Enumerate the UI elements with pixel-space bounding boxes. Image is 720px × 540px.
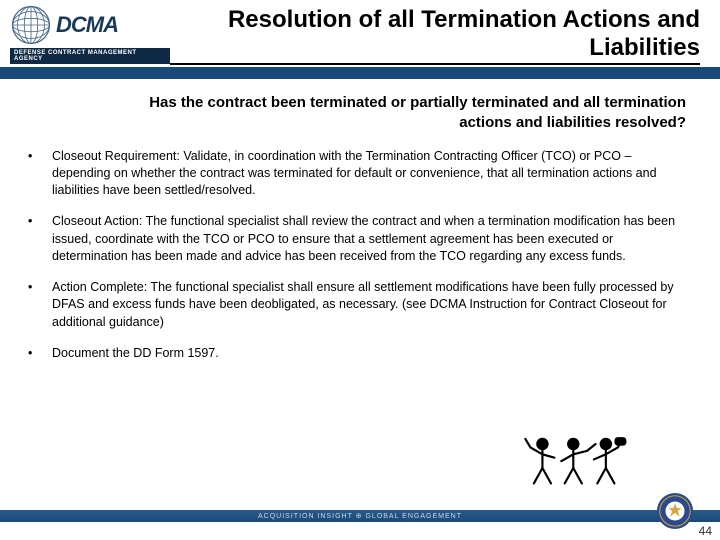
bullet-text: Document the DD Form 1597. [52, 345, 688, 362]
bullet-text: Closeout Requirement: Validate, in coord… [52, 148, 688, 200]
logo: DCMA [10, 4, 170, 46]
header: DCMA DEFENSE CONTRACT MANAGEMENT AGENCY … [0, 0, 720, 65]
bullet-icon: • [24, 148, 52, 200]
list-item: • Closeout Requirement: Validate, in coo… [24, 148, 688, 200]
list-item: • Closeout Action: The functional specia… [24, 213, 688, 265]
bullet-text: Action Complete: The functional speciali… [52, 279, 688, 331]
content-area: • Closeout Requirement: Validate, in coo… [0, 144, 720, 363]
bullet-icon: • [24, 279, 52, 331]
stick-figures-icon [520, 432, 630, 492]
title-area: Resolution of all Termination Actions an… [170, 4, 700, 65]
bullet-text: Closeout Action: The functional speciali… [52, 213, 688, 265]
bullet-icon: • [24, 345, 52, 362]
globe-icon [10, 4, 52, 46]
page-number: 44 [699, 524, 712, 538]
logo-area: DCMA DEFENSE CONTRACT MANAGEMENT AGENCY [10, 4, 170, 64]
agency-name: DEFENSE CONTRACT MANAGEMENT AGENCY [10, 48, 170, 64]
footer-text: ACQUISITION INSIGHT ⊕ GLOBAL ENGAGEMENT [0, 512, 720, 520]
list-item: • Document the DD Form 1597. [24, 345, 688, 362]
bullet-icon: • [24, 213, 52, 265]
bullet-list: • Closeout Requirement: Validate, in coo… [24, 148, 688, 363]
slide-title: Resolution of all Termination Actions an… [170, 6, 700, 65]
logo-text: DCMA [56, 12, 118, 38]
subtitle: Has the contract been terminated or part… [0, 79, 720, 144]
header-divider [0, 67, 720, 79]
seal-icon [656, 492, 694, 530]
list-item: • Action Complete: The functional specia… [24, 279, 688, 331]
